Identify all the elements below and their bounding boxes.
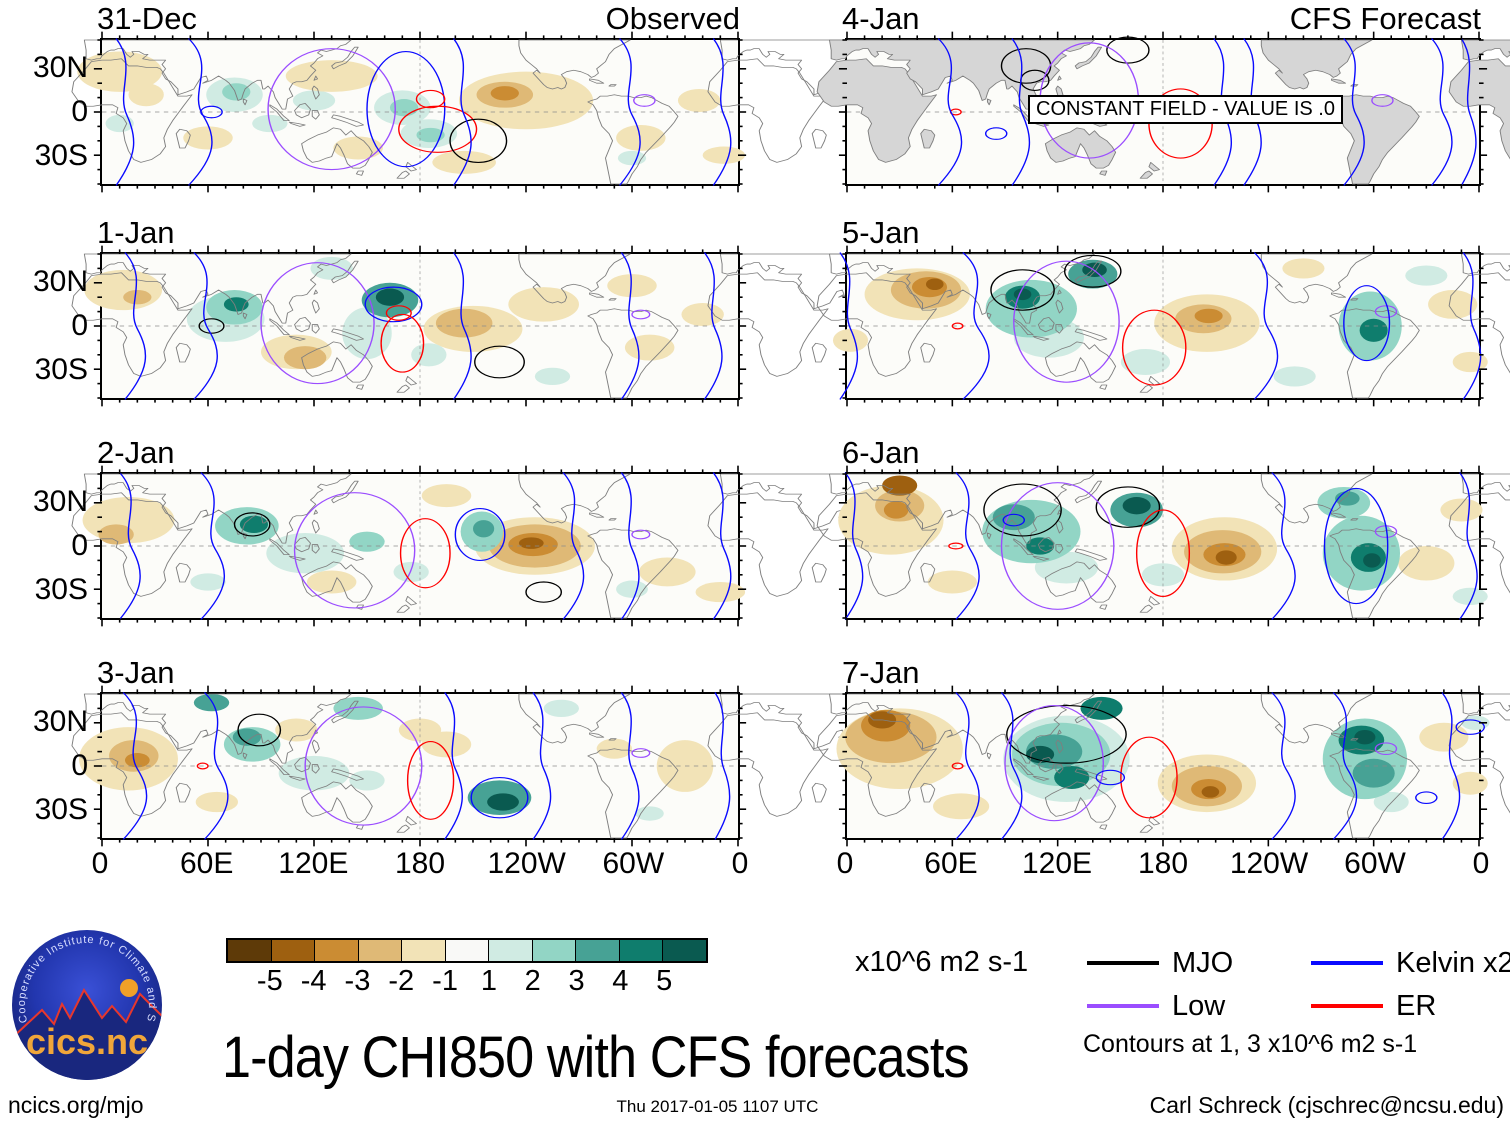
panel-date-label: 6-Jan [842, 435, 920, 470]
panel-date-label: 5-Jan [842, 215, 920, 250]
footer-timestamp: Thu 2017-01-05 1107 UTC [616, 1097, 819, 1116]
x-axis-label: 120E [1021, 847, 1093, 880]
colorbar-unit-label: x10^6 m2 s-1 [855, 946, 1029, 978]
map-canvas [71, 685, 1315, 847]
y-axis-label: 0 [71, 749, 88, 782]
colorbar-segment [532, 940, 577, 961]
panel-date-label: 31-Dec [97, 1, 197, 36]
logo-sun-icon [120, 979, 138, 997]
x-axis-label: 60E [924, 847, 978, 880]
map-canvas [816, 245, 1510, 407]
colorbar-tick-label: -2 [388, 965, 415, 997]
map-canvas [816, 465, 1510, 627]
y-axis-label: 30N [32, 704, 88, 738]
x-axis-label: 180 [1137, 847, 1189, 880]
y-axis-label: 0 [71, 529, 88, 562]
x-axis-label: 0 [731, 847, 749, 880]
legend-line-low [1087, 1004, 1159, 1008]
x-axis-label: 180 [394, 847, 446, 880]
panel-date-label: 7-Jan [842, 655, 920, 690]
map-panel-3-Jan [71, 685, 1315, 847]
column-type-label: CFS Forecast [1289, 1, 1481, 36]
x-axis-label: 60W [1344, 847, 1406, 880]
colorbar-tick-label: 1 [480, 965, 497, 997]
legend-label: Kelvin x2 [1396, 947, 1510, 979]
colorbar-tick-label: -5 [256, 965, 283, 997]
colorbar-tick-label: 5 [656, 965, 673, 997]
contour-levels-note: Contours at 1, 3 x10^6 m2 s-1 [1083, 1030, 1418, 1058]
y-axis-label: 30S [34, 139, 88, 173]
colorbar-tick-label: 3 [568, 965, 585, 997]
map-panel-2-Jan [71, 465, 1315, 627]
x-axis-label: 120W [487, 847, 566, 880]
x-axis-label: 0 [836, 847, 854, 880]
colorbar-segment [489, 940, 533, 961]
colorbar-segment [402, 940, 446, 961]
x-axis-label: 60W [602, 847, 665, 880]
y-axis-label: 30N [32, 50, 88, 84]
panel-date-label: 2-Jan [97, 435, 175, 470]
y-axis-label: 30S [34, 353, 88, 387]
constant-field-note: CONSTANT FIELD - VALUE IS .0 [1028, 95, 1343, 124]
x-axis-label: 120W [1229, 847, 1309, 880]
legend-label: Low [1172, 990, 1226, 1022]
map-panel-7-Jan [816, 685, 1510, 847]
x-axis-label: 120E [278, 847, 349, 880]
x-axis-label: 60E [179, 847, 234, 880]
colorbar-tick-label: -1 [432, 965, 458, 997]
map-panel-6-Jan [816, 465, 1510, 627]
panel-date-label: 4-Jan [842, 1, 920, 36]
map-canvas [816, 685, 1510, 847]
x-axis-label: 0 [1472, 847, 1490, 880]
cicsnc-logo: Cooperative Institute for Climate and Sa… [8, 926, 162, 1080]
colorbar-segment [315, 940, 359, 961]
y-axis-label: 30S [34, 573, 88, 607]
map-canvas [71, 31, 1315, 193]
legend-line-mjo [1087, 961, 1159, 965]
colorbar [226, 938, 708, 963]
x-axis-label: 0 [91, 847, 109, 880]
y-axis-label: 30S [34, 793, 88, 827]
logo-mountains [12, 979, 162, 1080]
legend-label: MJO [1172, 947, 1234, 979]
colorbar-segment [619, 940, 664, 961]
legend-label: ER [1396, 990, 1437, 1022]
map-canvas [71, 465, 1315, 627]
map-canvas [71, 245, 1315, 407]
logo-name: cics.nc [26, 1021, 148, 1062]
colorbar-tick-label: 2 [524, 965, 541, 997]
footer-url: ncics.org/mjo [8, 1092, 144, 1118]
colorbar-segment [445, 940, 490, 961]
colorbar-segment [228, 940, 272, 961]
colorbar-tick-label: 4 [612, 965, 629, 997]
colorbar-segment [358, 940, 403, 961]
y-axis-label: 0 [71, 95, 88, 128]
panel-date-label: 3-Jan [97, 655, 175, 690]
footer-author: Carl Schreck (cjschrec@ncsu.edu) [1149, 1092, 1504, 1118]
y-axis-label: 30N [32, 264, 88, 298]
colorbar-tick-label: -3 [344, 965, 371, 997]
figure-title: 1-day CHI850 with CFS forecasts [222, 1025, 970, 1090]
y-axis-label: 30N [32, 484, 88, 518]
legend-line-kelvin-x2 [1311, 961, 1383, 965]
colorbar-segment [663, 940, 707, 961]
panel-date-label: 1-Jan [97, 215, 175, 250]
map-panel-5-Jan [816, 245, 1510, 407]
colorbar-segment [576, 940, 620, 961]
legend-line-er [1311, 1004, 1383, 1008]
map-panel-31-Dec [71, 31, 1315, 193]
colorbar-tick-label: -4 [300, 965, 327, 997]
y-axis-label: 0 [71, 309, 88, 342]
map-panel-1-Jan [71, 245, 1315, 407]
colorbar-segment [271, 940, 316, 961]
column-type-label: Observed [605, 1, 740, 36]
